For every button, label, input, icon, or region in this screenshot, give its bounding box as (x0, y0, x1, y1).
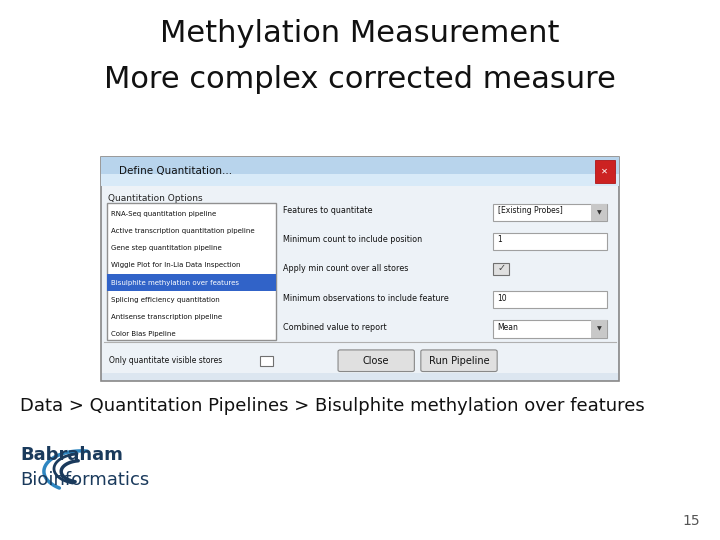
Text: Apply min count over all stores: Apply min count over all stores (283, 265, 408, 273)
Text: 15: 15 (683, 514, 700, 528)
Text: ▼: ▼ (597, 210, 601, 215)
Text: Close: Close (363, 356, 390, 366)
FancyBboxPatch shape (102, 184, 618, 373)
Text: Define Quantitation...: Define Quantitation... (119, 166, 232, 177)
FancyBboxPatch shape (338, 350, 415, 372)
Text: Active transcription quantitation pipeline: Active transcription quantitation pipeli… (111, 228, 254, 234)
Text: Color Bias Pipeline: Color Bias Pipeline (111, 332, 176, 338)
Text: Features to quantitate: Features to quantitate (283, 206, 372, 215)
FancyBboxPatch shape (493, 263, 509, 275)
Text: Splicing efficiency quantitation: Splicing efficiency quantitation (111, 297, 220, 303)
Text: Methylation Measurement: Methylation Measurement (161, 19, 559, 48)
Text: Run Pipeline: Run Pipeline (428, 356, 490, 366)
FancyBboxPatch shape (260, 356, 273, 366)
FancyBboxPatch shape (107, 274, 276, 291)
FancyBboxPatch shape (493, 204, 607, 221)
Text: [Existing Probes]: [Existing Probes] (498, 206, 562, 215)
Text: Gene step quantitation pipeline: Gene step quantitation pipeline (111, 245, 222, 251)
FancyBboxPatch shape (420, 350, 498, 372)
Text: Minimum observations to include feature: Minimum observations to include feature (283, 294, 449, 302)
Text: Antisense transcription pipeline: Antisense transcription pipeline (111, 314, 222, 320)
FancyBboxPatch shape (101, 157, 619, 381)
Text: Babraham: Babraham (20, 447, 123, 464)
FancyBboxPatch shape (107, 202, 276, 340)
Text: Bisulphite methylation over features: Bisulphite methylation over features (111, 280, 239, 286)
Text: Bioinformatics: Bioinformatics (20, 471, 150, 489)
Text: ✓: ✓ (497, 264, 505, 273)
Text: Quantitation Options: Quantitation Options (108, 194, 202, 202)
FancyBboxPatch shape (493, 291, 607, 308)
Text: 10: 10 (498, 294, 507, 302)
Text: Mean: Mean (498, 323, 518, 332)
FancyBboxPatch shape (595, 160, 615, 183)
Text: 1: 1 (498, 235, 503, 244)
Text: More complex corrected measure: More complex corrected measure (104, 65, 616, 94)
FancyBboxPatch shape (591, 204, 607, 221)
Text: ✕: ✕ (601, 167, 608, 176)
FancyBboxPatch shape (493, 320, 607, 338)
Text: Wiggle Plot for In-Lia Data Inspection: Wiggle Plot for In-Lia Data Inspection (111, 262, 240, 268)
Text: Combined value to report: Combined value to report (283, 323, 387, 332)
Text: RNA-Seq quantitation pipeline: RNA-Seq quantitation pipeline (111, 211, 216, 217)
FancyBboxPatch shape (591, 320, 607, 338)
FancyBboxPatch shape (493, 233, 607, 250)
FancyBboxPatch shape (101, 174, 619, 186)
FancyBboxPatch shape (101, 157, 619, 186)
Text: Minimum count to include position: Minimum count to include position (283, 235, 422, 244)
Text: Only quantitate visible stores: Only quantitate visible stores (109, 356, 222, 364)
Text: Data > Quantitation Pipelines > Bisulphite methylation over features: Data > Quantitation Pipelines > Bisulphi… (20, 397, 645, 415)
Text: ▼: ▼ (597, 327, 601, 332)
